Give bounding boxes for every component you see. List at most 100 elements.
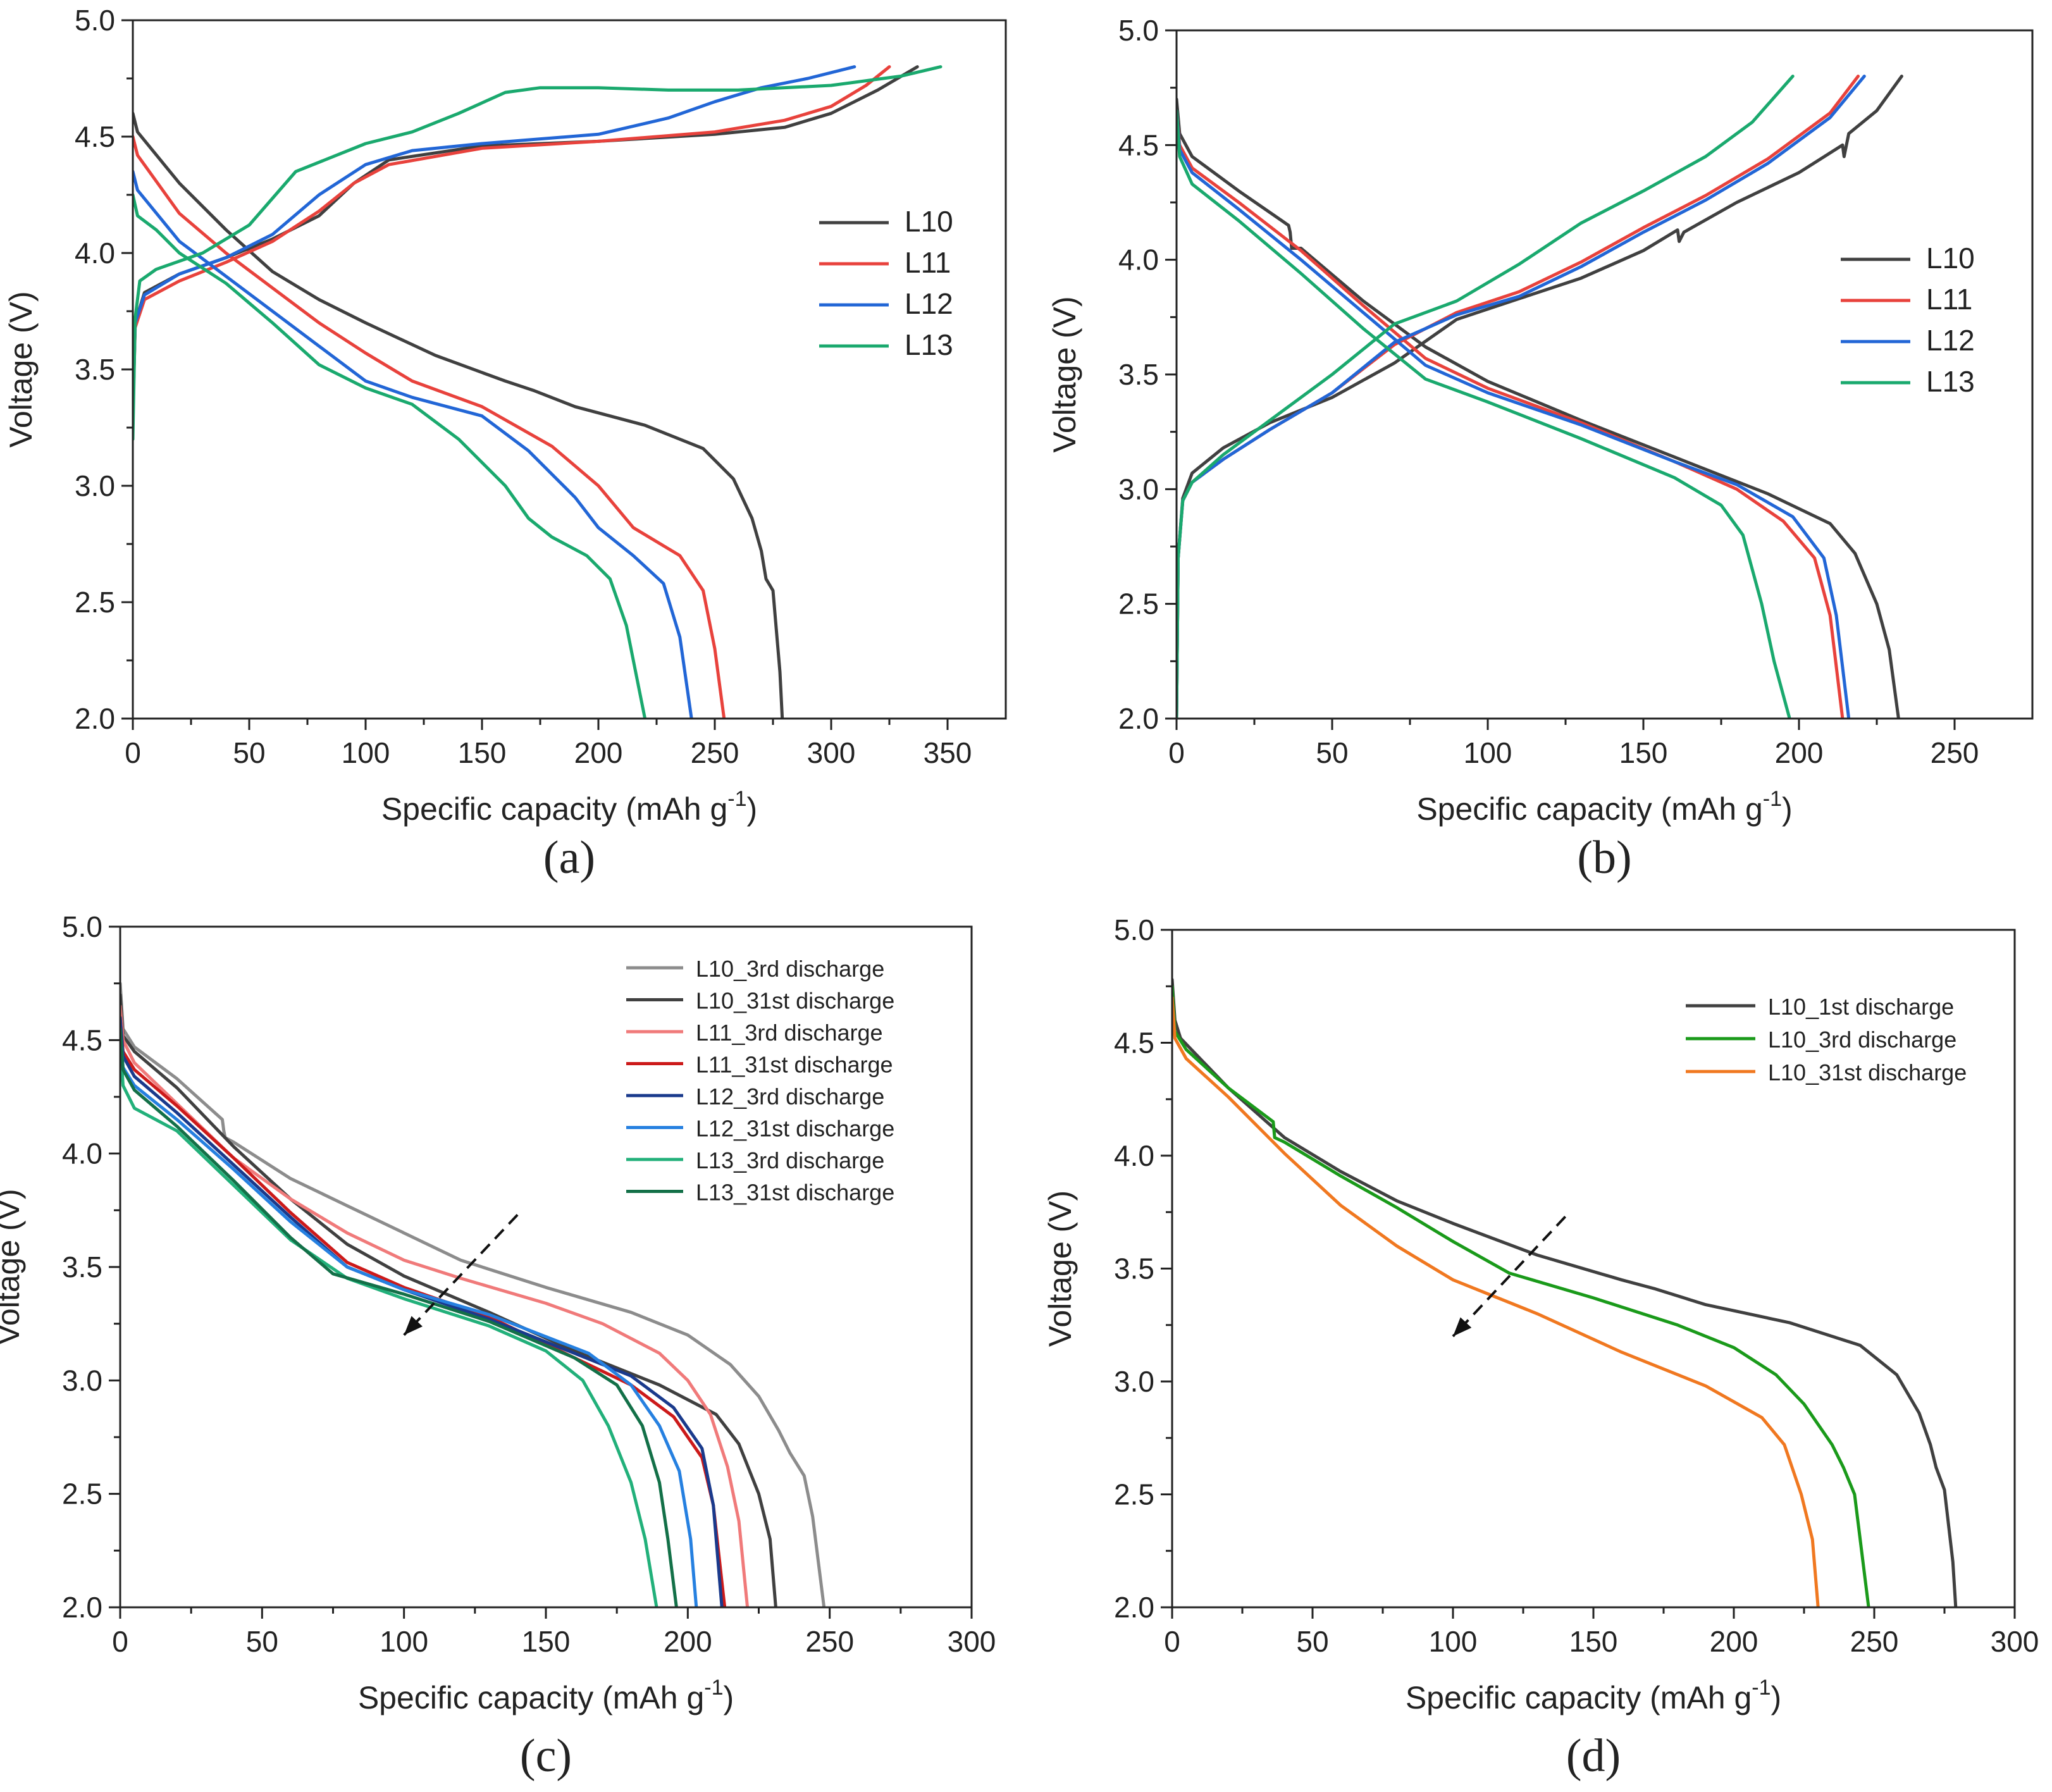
x-tick-label: 150 <box>522 1625 571 1658</box>
x-tick-label: 200 <box>1710 1625 1758 1658</box>
x-tick-label: 150 <box>1569 1625 1618 1658</box>
x-axis-title: Specific capacity (mAh g-1) <box>1416 787 1792 827</box>
y-tick-label: 3.5 <box>62 1251 102 1283</box>
x-axis-title-superscript: -1 <box>1763 787 1782 811</box>
x-tick-label: 200 <box>574 736 623 769</box>
x-axis-title: Specific capacity (mAh g-1) <box>1406 1676 1781 1715</box>
y-tick-label: 4.0 <box>75 237 115 269</box>
series-line-l12-31st-discharge <box>120 1027 698 1607</box>
legend-label: L11_3rd discharge <box>696 1020 883 1046</box>
legend: L10_1st discharge L10_3rd discharge L10_31… <box>1686 994 1967 1085</box>
y-tick-label: 5.0 <box>62 910 102 943</box>
x-axis-title: Specific capacity (mAh g-1) <box>381 787 757 827</box>
y-tick-label: 3.0 <box>1118 473 1159 505</box>
y-tick-label: 4.5 <box>1114 1027 1154 1060</box>
series-line-l12-charge <box>133 65 856 418</box>
x-tick-label: 100 <box>1464 736 1512 769</box>
panel-b-chart: 0 50 100 150 200 250 2.0 2.5 3.0 3.5 4.0 4.5 5.0 Spec… <box>1047 14 2034 884</box>
series-line-l11-31st-discharge <box>120 1016 727 1607</box>
legend: L10_3rd discharge L10_31st discharge L11_3… <box>626 956 894 1206</box>
x-tick-label: 250 <box>805 1625 854 1658</box>
x-tick-label: 250 <box>1850 1625 1899 1658</box>
legend-label: L10 <box>1926 242 1975 275</box>
series-line-l10-charge <box>1177 75 1903 719</box>
y-tick-label: 2.5 <box>1114 1478 1154 1511</box>
panel-label: (d) <box>1566 1730 1621 1782</box>
series-line-l11-charge <box>1177 75 1860 719</box>
x-axis-title-main: Specific capacity (mAh g <box>381 791 727 827</box>
x-tick-label: 50 <box>1296 1625 1328 1658</box>
legend-label: L13_3rd discharge <box>696 1147 884 1173</box>
series-line-l10-1st-discharge <box>1172 978 1958 1607</box>
series-line-l13-charge <box>133 65 943 441</box>
trend-arrow-head <box>1453 1317 1472 1337</box>
x-tick-label: 100 <box>380 1625 428 1658</box>
panel-label: (a) <box>543 832 595 884</box>
x-axis-title-tail: ) <box>724 1680 734 1715</box>
panel-label: (b) <box>1577 832 1631 884</box>
y-axis-title: Voltage (V) <box>0 1189 26 1345</box>
series-line-l12-discharge <box>1177 109 1851 719</box>
series-line-l11-3rd-discharge <box>120 1004 750 1607</box>
y-tick-label: 2.0 <box>1114 1591 1154 1624</box>
x-axis-title-tail: ) <box>1782 791 1793 827</box>
legend-label: L12 <box>1926 324 1975 357</box>
series-group <box>1177 75 1903 719</box>
series-line-l12-charge <box>1177 75 1866 719</box>
y-tick-label: 4.0 <box>1114 1139 1154 1172</box>
x-tick-label: 50 <box>246 1625 278 1658</box>
legend-label: L13 <box>1926 365 1975 398</box>
x-tick-label: 0 <box>125 736 141 769</box>
y-tick-label: 4.5 <box>1118 128 1159 161</box>
panel-c-chart: 0 50 100 150 200 250 300 2.0 2.5 3.0 3.5 4.0 4.5 5.0 S… <box>0 910 996 1782</box>
series-line-l13-31st-discharge <box>120 1027 678 1607</box>
x-axis-title: Specific capacity (mAh g-1) <box>358 1676 734 1715</box>
y-axis-title: Voltage (V) <box>3 291 39 447</box>
x-tick-label: 350 <box>924 736 972 769</box>
panel-a-chart: 0 50 100 150 200 250 300 350 2.0 2.5 3.0 3.5 4.0 4.5 5… <box>3 4 1007 884</box>
series-group <box>120 982 826 1607</box>
legend-label: L13_31st discharge <box>696 1180 894 1206</box>
x-tick-label: 250 <box>1931 736 1979 769</box>
series-line-l10-discharge <box>1177 97 1900 719</box>
y-tick-label: 3.5 <box>1118 358 1159 391</box>
x-tick-label: 300 <box>807 736 856 769</box>
y-tick-label: 5.0 <box>1118 14 1159 47</box>
series-line-l11-charge <box>133 65 891 418</box>
y-tick-label: 4.5 <box>75 120 115 153</box>
legend-label: L11_31st discharge <box>696 1052 893 1078</box>
x-axis-title-main: Specific capacity (mAh g <box>1416 791 1762 827</box>
legend-label: L11 <box>1926 283 1972 316</box>
series-line-l11-discharge <box>1177 109 1845 719</box>
series-line-l13-discharge <box>1177 109 1791 719</box>
trend-arrow-line <box>1452 1216 1567 1337</box>
y-tick-label: 2.5 <box>75 586 115 619</box>
y-tick-label: 2.0 <box>62 1591 102 1624</box>
x-tick-label: 0 <box>112 1625 128 1658</box>
x-tick-label: 250 <box>691 736 739 769</box>
series-group <box>1172 978 1958 1607</box>
legend-label: L10_1st discharge <box>1768 994 1954 1020</box>
y-tick-label: 5.0 <box>75 4 115 37</box>
x-tick-label: 50 <box>1316 736 1348 769</box>
x-tick-label: 150 <box>458 736 507 769</box>
series-line-l10-31st-discharge <box>1172 996 1820 1607</box>
x-axis-title-superscript: -1 <box>704 1676 723 1700</box>
series-line-l11-discharge <box>133 135 726 719</box>
x-tick-label: 300 <box>948 1625 996 1658</box>
x-tick-label: 300 <box>1991 1625 2039 1658</box>
y-tick-label: 3.0 <box>62 1364 102 1397</box>
x-tick-label: 100 <box>342 736 390 769</box>
x-axis-title-tail: ) <box>1771 1680 1782 1715</box>
panel-d-chart: 0 50 100 150 200 250 300 2.0 2.5 3.0 3.5 4.0 4.5 5.0 S… <box>1042 913 2039 1782</box>
legend-label: L10_3rd discharge <box>696 956 884 982</box>
legend-label: L12_31st discharge <box>696 1116 894 1142</box>
y-tick-label: 3.0 <box>1114 1365 1154 1398</box>
series-group <box>133 65 943 719</box>
trend-arrow-line <box>403 1214 519 1336</box>
trend-arrow-head <box>404 1316 423 1335</box>
x-axis-title-superscript: -1 <box>1752 1676 1771 1700</box>
plot-frame <box>1175 29 2034 720</box>
y-tick-label: 2.0 <box>75 702 115 735</box>
